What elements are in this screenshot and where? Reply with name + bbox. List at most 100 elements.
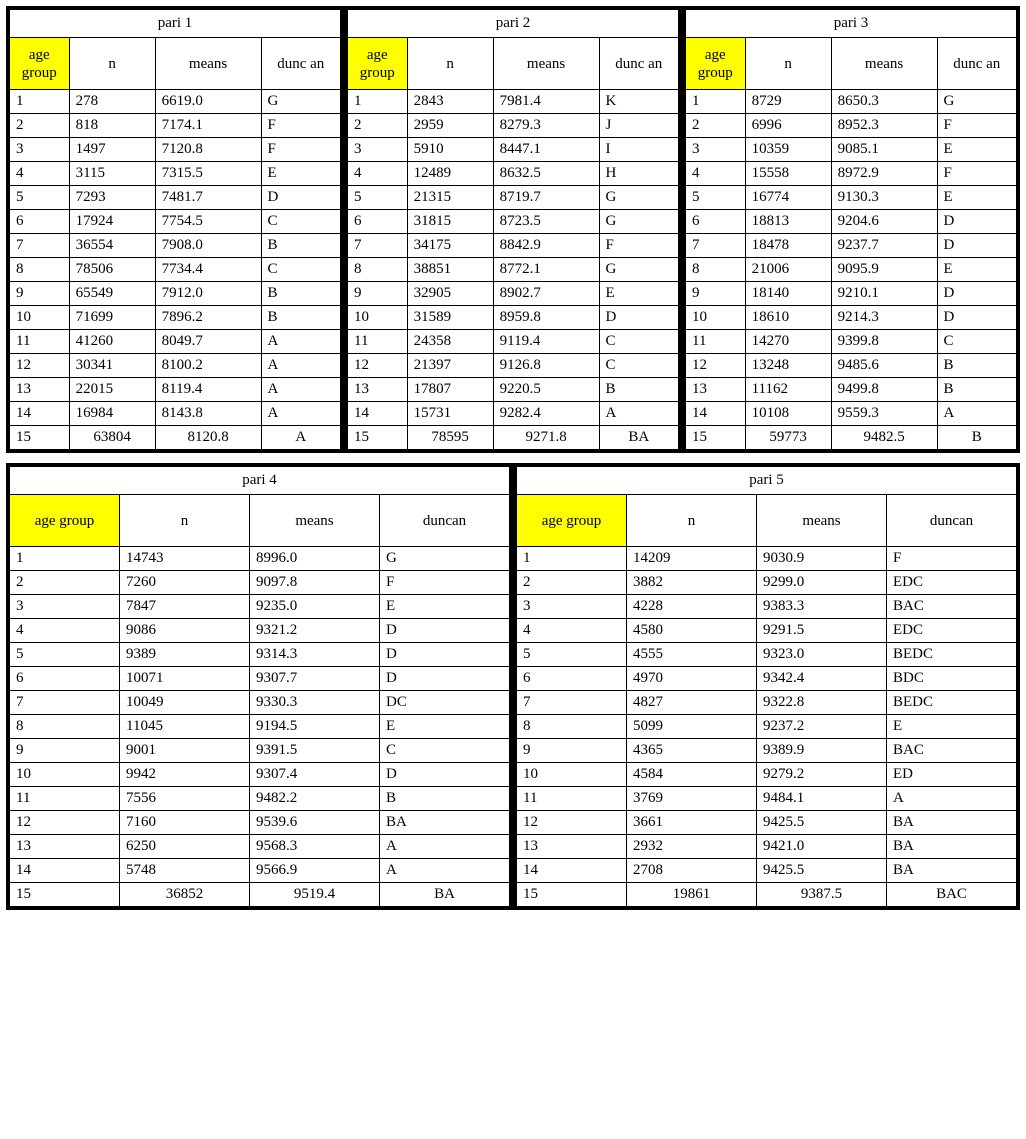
cell-means: 7174.1 [155,114,261,138]
cell-age: 10 [686,306,746,330]
cell-means: 9095.9 [831,258,937,282]
header-means: means [831,38,937,90]
cell-means: 9314.3 [250,643,380,667]
cell-age: 8 [517,715,627,739]
cell-n: 9389 [120,643,250,667]
cell-age: 12 [348,354,408,378]
table-row: 8210069095.9E [686,258,1017,282]
cell-duncan: B [937,426,1016,450]
header-means: means [757,495,887,547]
cell-means: 9279.2 [757,763,887,787]
cell-means: 9210.1 [831,282,937,306]
cell-age: 15 [348,426,408,450]
cell-means: 9387.5 [757,883,887,907]
cell-age: 10 [348,306,408,330]
cell-age: 1 [517,547,627,571]
data-table: pari 4age groupnmeansduncan1147438996.0G… [9,466,510,907]
cell-age: 4 [517,619,627,643]
table-row: 445809291.5EDC [517,619,1017,643]
cell-means: 7754.5 [155,210,261,234]
cell-n: 18478 [745,234,831,258]
cell-duncan: B [599,378,678,402]
cell-age: 14 [348,402,408,426]
cell-n: 4827 [627,691,757,715]
table-row: 7341758842.9F [348,234,679,258]
cell-n: 12489 [407,162,493,186]
cell-n: 1497 [69,138,155,162]
table-row: 128437981.4K [348,90,679,114]
cell-n: 14209 [627,547,757,571]
cell-age: 6 [686,210,746,234]
cell-age: 2 [517,571,627,595]
cell-duncan: F [261,114,340,138]
cell-n: 32905 [407,282,493,306]
cell-n: 18813 [745,210,831,234]
cell-age: 8 [10,715,120,739]
cell-n: 10071 [120,667,250,691]
cell-means: 9484.1 [757,787,887,811]
cell-n: 38851 [407,258,493,282]
cell-duncan: D [380,667,510,691]
cell-duncan: D [380,763,510,787]
cell-means: 9235.0 [250,595,380,619]
table-row: 1362509568.3A [10,835,510,859]
cell-n: 4228 [627,595,757,619]
cell-duncan: G [261,90,340,114]
cell-duncan: C [599,330,678,354]
cell-age: 11 [10,787,120,811]
cell-duncan: BEDC [887,643,1017,667]
table-row: 1329329421.0BA [517,835,1017,859]
header-duncan: dunc an [599,38,678,90]
cell-duncan: E [937,258,1016,282]
table-row: 6100719307.7D [10,667,510,691]
cell-means: 9539.6 [250,811,380,835]
table-row: 8388518772.1G [348,258,679,282]
cell-age: 14 [686,402,746,426]
cell-duncan: A [261,378,340,402]
cell-age: 12 [10,354,70,378]
cell-n: 17807 [407,378,493,402]
header-n: n [69,38,155,90]
cell-n: 4555 [627,643,757,667]
cell-duncan: G [599,258,678,282]
cell-n: 9001 [120,739,250,763]
header-duncan: dunc an [261,38,340,90]
cell-n: 2843 [407,90,493,114]
table-row: 11243589119.4C [348,330,679,354]
cell-duncan: E [887,715,1017,739]
cell-age: 10 [10,306,70,330]
table-row: 272609097.8F [10,571,510,595]
cell-means: 9299.0 [757,571,887,595]
cell-duncan: E [937,138,1016,162]
cell-means: 9322.8 [757,691,887,715]
table-row: 187298650.3G [686,90,1017,114]
cell-age: 2 [686,114,746,138]
table-row: 10315898959.8D [348,306,679,330]
cell-n: 9942 [120,763,250,787]
cell-means: 9237.7 [831,234,937,258]
cell-duncan: BAC [887,595,1017,619]
cell-duncan: H [599,162,678,186]
cell-n: 4584 [627,763,757,787]
cell-n: 10359 [745,138,831,162]
table-row: 1427089425.5BA [517,859,1017,883]
table-row: 12303418100.2A [10,354,341,378]
table-row: 14101089559.3A [686,402,1017,426]
cell-n: 2708 [627,859,757,883]
cell-age: 9 [10,739,120,763]
cell-age: 3 [10,595,120,619]
table-row: 1099429307.4D [10,763,510,787]
cell-duncan: A [261,330,340,354]
cell-n: 18610 [745,306,831,330]
cell-age: 6 [348,210,408,234]
cell-means: 9566.9 [250,859,380,883]
cell-age: 14 [517,859,627,883]
cell-n: 36554 [69,234,155,258]
table-row: 850999237.2E [517,715,1017,739]
table-row: 1147438996.0G [10,547,510,571]
table-row: 5213158719.7G [348,186,679,210]
cell-duncan: E [380,595,510,619]
cell-duncan: G [599,186,678,210]
header-duncan: dunc an [937,38,1016,90]
cell-age: 8 [686,258,746,282]
